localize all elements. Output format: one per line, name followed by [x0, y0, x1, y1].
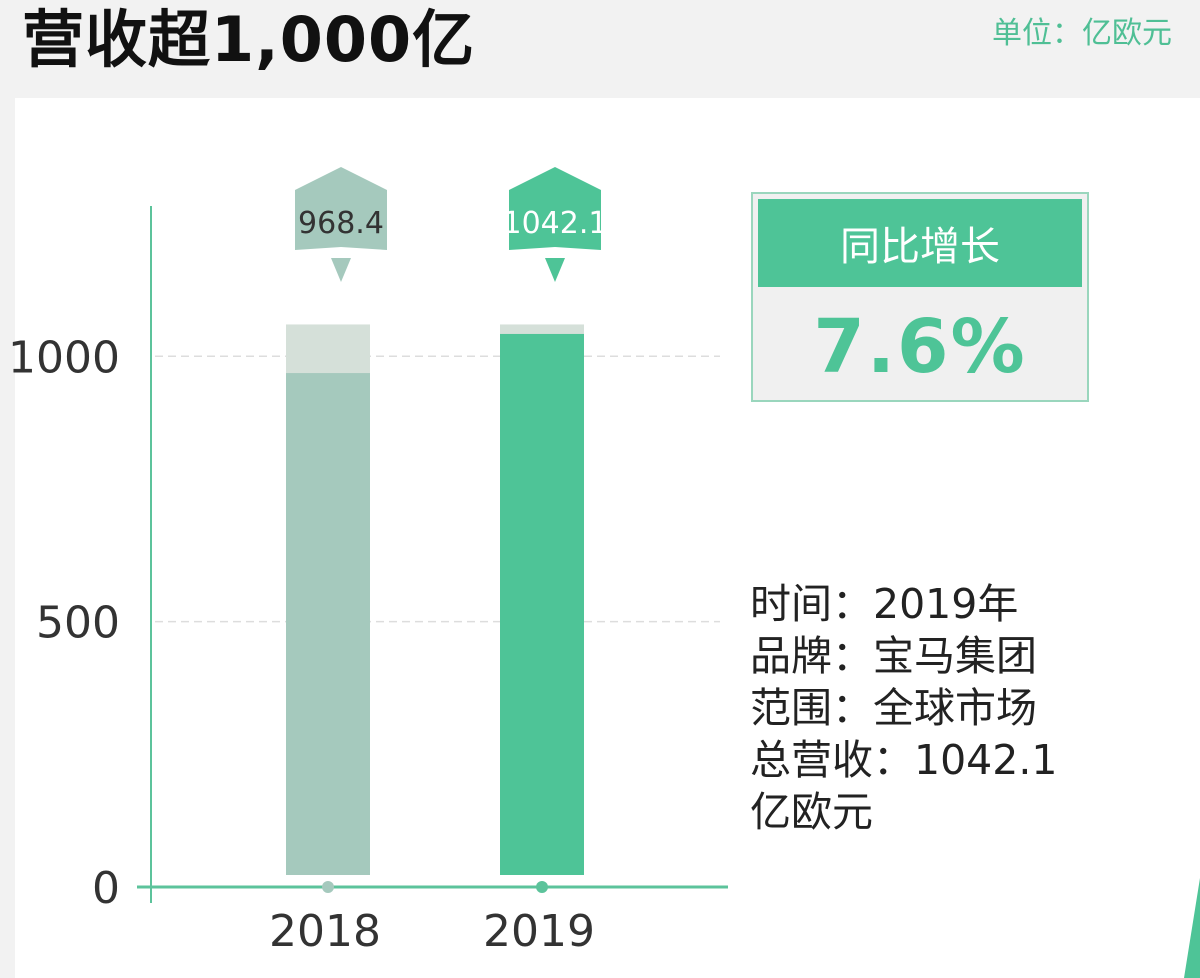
y-tick-label: 0	[92, 863, 120, 914]
x-tick-label: 2019	[483, 906, 595, 957]
corner-decoration	[1184, 878, 1200, 978]
page-title: 营收超1,000亿	[22, 3, 476, 76]
label-layer: 0 500 1000 968.4 2018 1042.1 2019	[8, 167, 607, 957]
value-badge-pointer	[545, 258, 565, 282]
yoy-growth-value: 7.6%	[813, 304, 1027, 390]
axis-dot	[322, 881, 334, 893]
y-tick-label: 1000	[8, 332, 120, 383]
x-tick-label: 2018	[269, 906, 381, 957]
bar	[500, 333, 584, 875]
info-line-scope: 范围：全球市场	[750, 684, 1037, 732]
y-tick-label: 500	[36, 598, 120, 649]
axis-dot	[536, 881, 548, 893]
value-label: 1042.1	[503, 206, 608, 241]
info-block: 时间：2019年 品牌：宝马集团 范围：全球市场 总营收：1042.1 亿欧元	[750, 578, 1170, 838]
info-line-time: 时间：2019年	[750, 580, 1019, 628]
yoy-growth-label: 同比增长	[758, 199, 1082, 287]
info-line-brand: 品牌：宝马集团	[750, 632, 1037, 680]
value-badge-pointer	[331, 258, 351, 282]
grid-layer	[155, 355, 720, 623]
axis-layer	[137, 206, 728, 903]
info-line-revenue: 总营收：1042.1	[750, 736, 1058, 784]
value-badge	[509, 167, 601, 250]
bar	[286, 373, 370, 875]
bar-layer	[286, 324, 584, 875]
value-label: 968.4	[298, 206, 384, 241]
value-badge	[295, 167, 387, 250]
yoy-growth-card: 同比增长 7.6%	[751, 192, 1089, 402]
unit-label: 单位：亿欧元	[992, 16, 1172, 51]
info-line-unit: 亿欧元	[750, 788, 873, 836]
